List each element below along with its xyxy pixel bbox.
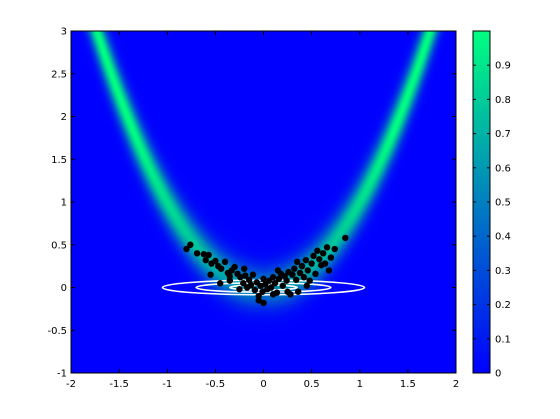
scatter-point (237, 274, 244, 281)
scatter-point (205, 251, 212, 259)
scatter-point (221, 258, 229, 266)
y-tick-label: -0.5 (47, 326, 67, 337)
scatter-point (284, 288, 291, 295)
scatter-point (291, 265, 298, 272)
scatter-point (283, 277, 290, 284)
scatter-point (279, 282, 286, 289)
scatter-point (231, 263, 238, 271)
scatter-point (259, 288, 266, 295)
y-tick-label: 3 (61, 27, 67, 38)
scatter-point (325, 267, 333, 274)
scatter-point (255, 297, 262, 304)
scatter-point (310, 252, 317, 260)
colorbar-tick-label: 0.5 (495, 198, 511, 209)
scatter-point (236, 286, 243, 293)
scatter-point (212, 257, 219, 265)
scatter-point (268, 284, 275, 291)
x-tick-label: 2 (453, 379, 459, 390)
scatter-point (300, 274, 308, 281)
scatter-point (321, 260, 329, 267)
scatter-point (202, 256, 209, 264)
x-axis: -2 -1.5 -1 -0.5 0 0.5 1 1.5 2 (66, 31, 459, 390)
y-tick-label: 0.5 (51, 240, 67, 251)
scatter-point (296, 269, 304, 277)
scatter-point (302, 256, 310, 264)
colorbar-tick-label: 0 (495, 369, 501, 380)
colorbar-tick-label: 0.9 (495, 61, 511, 72)
colorbar-gradient (473, 31, 490, 373)
scatter-point (323, 244, 331, 251)
scatter-point (216, 280, 224, 287)
scatter-point (260, 275, 267, 283)
scatter-point (240, 280, 247, 287)
scatter-point (312, 270, 319, 278)
x-tick-label: -1.5 (109, 379, 129, 390)
x-tick-label: -1 (162, 379, 172, 390)
scatter-point (249, 271, 257, 278)
scatter-point (251, 286, 259, 294)
x-tick-label: -0.5 (206, 379, 226, 390)
scatter-point (303, 282, 311, 289)
scatter-point (331, 245, 338, 253)
scatter-point (269, 291, 277, 298)
y-tick-label: 1 (61, 198, 67, 209)
scatter-point (314, 247, 321, 254)
y-tick-label: 0 (61, 283, 67, 294)
scatter-point (306, 277, 313, 284)
scatter-point (187, 241, 194, 248)
scatter-point (274, 267, 282, 274)
scatter-point (183, 245, 190, 253)
y-tick-label: -1 (57, 369, 67, 380)
scatter-point (298, 262, 306, 270)
scatter-point (308, 260, 315, 267)
scatter-point (293, 276, 300, 284)
scatter-point (319, 250, 327, 257)
colorbar-ticks: 0 0.1 0.2 0.3 0.4 0.5 0.6 0.7 0.8 0.9 (473, 61, 511, 380)
heatmap-image (71, 31, 456, 373)
scatter-point (193, 250, 201, 257)
scatter-point (293, 258, 301, 266)
plot-area (70, 30, 457, 374)
colorbar-tick-label: 0.4 (495, 232, 511, 243)
colorbar-tick-label: 0.1 (495, 334, 511, 345)
scatter-point (226, 277, 234, 284)
scatter-point (275, 275, 283, 283)
scatter-point (207, 271, 214, 278)
x-tick-label: 1.5 (400, 379, 416, 390)
x-tick-label: -2 (66, 379, 76, 390)
colorbar-tick-label: 0.7 (495, 129, 511, 140)
colorbar-tick-label: 0.3 (495, 266, 511, 277)
scatter-point (257, 282, 264, 289)
scatter-point (342, 234, 349, 242)
scatter-point (247, 281, 255, 289)
y-axis: -1 -0.5 0 0.5 1 1.5 2 2.5 3 (47, 27, 456, 380)
x-tick-label: 1 (357, 379, 363, 390)
scatter-point (241, 265, 248, 272)
scatter-point (304, 267, 311, 274)
scatter-point (269, 274, 277, 281)
scatter-point (260, 299, 267, 307)
scatter-point (217, 265, 225, 272)
scatter-point (289, 271, 296, 278)
x-tick-label: 0 (260, 379, 266, 390)
scatter-point (327, 254, 335, 261)
scatter-point (294, 288, 302, 295)
x-tick-label: 0.5 (304, 379, 320, 390)
y-tick-label: 2 (61, 112, 67, 123)
colorbar: 0 0.1 0.2 0.3 0.4 0.5 0.6 0.7 0.8 0.9 (472, 30, 511, 380)
scatter-point (242, 272, 249, 279)
y-tick-label: 1.5 (51, 155, 67, 166)
scatter-point (316, 256, 323, 263)
colorbar-tick-label: 0.2 (495, 300, 511, 311)
colorbar-tick-label: 0.6 (495, 163, 511, 174)
scatter-points (183, 234, 349, 307)
colorbar-tick-label: 0.8 (495, 95, 511, 106)
scatter-point (200, 250, 208, 258)
scatter-point (245, 276, 253, 284)
y-tick-label: 2.5 (51, 69, 67, 80)
scatter-point (271, 280, 279, 287)
